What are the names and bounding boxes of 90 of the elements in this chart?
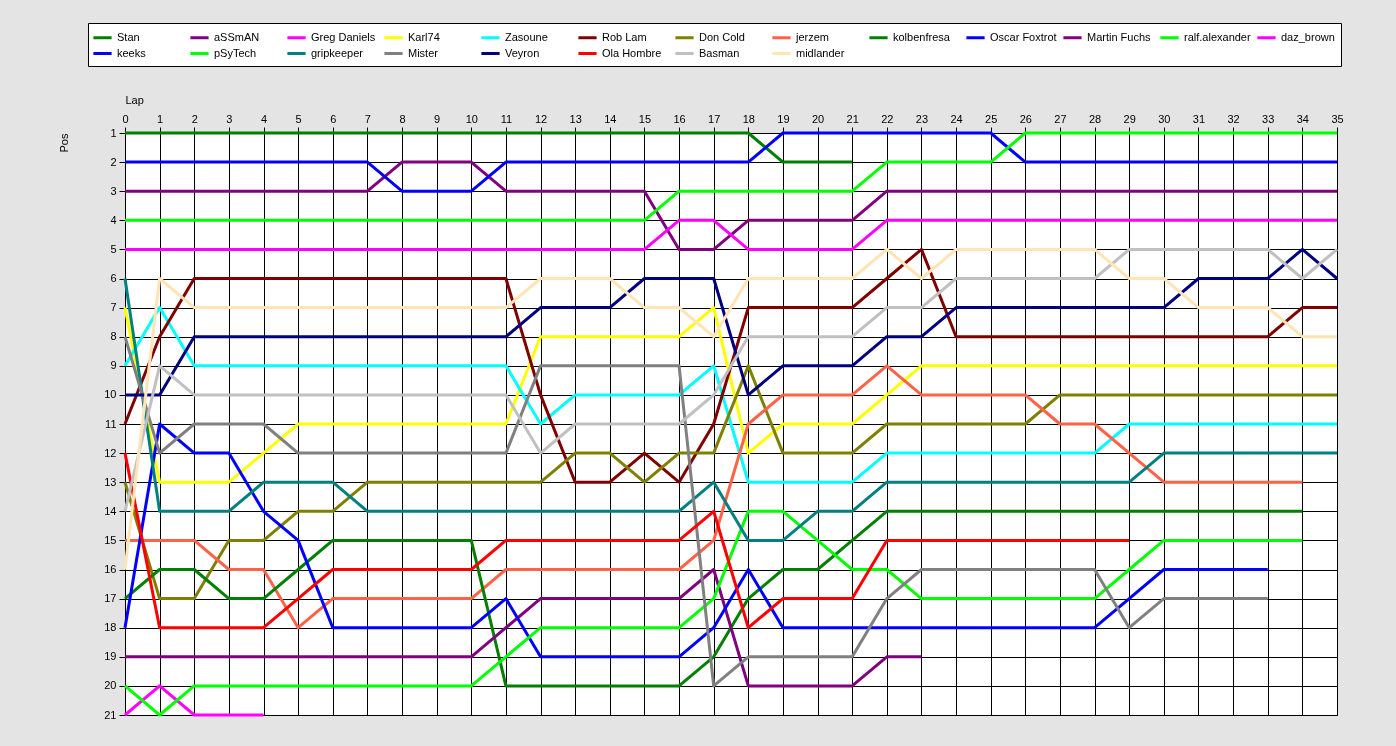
y-tick-label: 9 bbox=[110, 359, 117, 372]
x-axis-title: Lap bbox=[125, 93, 144, 106]
x-tick-label: 23 bbox=[915, 112, 929, 125]
x-tick-label: 20 bbox=[811, 112, 825, 125]
x-tick-label: 14 bbox=[604, 112, 617, 125]
line-series bbox=[123, 335, 1270, 688]
line-series bbox=[123, 451, 1131, 630]
y-tick-label: 16 bbox=[104, 563, 117, 575]
x-tick-label: 33 bbox=[1262, 112, 1275, 125]
x-tick-label: 15 bbox=[638, 112, 652, 125]
legend-label: Veyron bbox=[505, 46, 540, 59]
x-tick-label: 8 bbox=[399, 112, 406, 125]
y-tick-label: 11 bbox=[105, 417, 117, 430]
x-tick-label: 34 bbox=[1296, 112, 1309, 125]
legend-label: Mister bbox=[408, 46, 439, 59]
x-tick-label: 35 bbox=[1331, 112, 1344, 125]
legend-label: Basman bbox=[699, 46, 740, 59]
legend-label: Karl74 bbox=[408, 30, 440, 43]
legend-label: Oscar Foxtrot bbox=[990, 30, 1057, 43]
y-tick-label: 17 bbox=[104, 592, 117, 605]
x-tick-label: 9 bbox=[434, 112, 441, 125]
y-tick-label: 3 bbox=[110, 184, 117, 197]
legend-label: Don Cold bbox=[699, 30, 745, 43]
x-tick-label: 2 bbox=[191, 112, 198, 125]
legend-label: Martin Fuchs bbox=[1087, 30, 1152, 43]
x-tick-label: 10 bbox=[465, 112, 478, 125]
x-tick-label: 30 bbox=[1158, 112, 1171, 125]
line-series bbox=[123, 160, 1339, 251]
y-tick-label: 5 bbox=[110, 242, 117, 255]
x-tick-label: 22 bbox=[881, 112, 894, 125]
y-tick-label: 18 bbox=[104, 621, 117, 634]
y-tick-label: 8 bbox=[110, 330, 117, 343]
x-tick-label: 32 bbox=[1227, 112, 1240, 125]
y-tick-label: 2 bbox=[110, 155, 117, 168]
legend-label: Greg Daniels bbox=[311, 30, 376, 43]
y-tick-label: 20 bbox=[104, 679, 117, 692]
line-series bbox=[123, 247, 1339, 397]
x-tick-label: 31 bbox=[1192, 112, 1206, 125]
x-tick-label: 25 bbox=[985, 112, 998, 125]
x-tick-label: 3 bbox=[226, 112, 233, 125]
y-tick-label: 13 bbox=[104, 475, 117, 488]
x-tick-label: 4 bbox=[260, 112, 268, 125]
x-tick-label: 11 bbox=[500, 112, 513, 125]
y-tick-label: 12 bbox=[104, 446, 117, 459]
legend-label: Stan bbox=[117, 30, 140, 43]
legend-label: ralf.alexander bbox=[1184, 30, 1251, 43]
legend-label: pSyTech bbox=[214, 46, 257, 59]
legend-label: aSSmAN bbox=[214, 30, 260, 43]
line-series bbox=[123, 131, 1339, 222]
y-axis-title: Pos bbox=[58, 133, 71, 153]
x-tick-label: 0 bbox=[122, 112, 129, 125]
x-tick-label: 28 bbox=[1088, 112, 1102, 125]
line-series bbox=[123, 306, 1339, 484]
line-series bbox=[123, 277, 1339, 542]
x-tick-label: 26 bbox=[1019, 112, 1032, 125]
x-tick-label: 24 bbox=[950, 112, 963, 125]
x-tick-label: 5 bbox=[295, 112, 302, 125]
legend-label: midlander bbox=[796, 46, 845, 59]
x-tick-label: 19 bbox=[777, 112, 790, 125]
legend-label: Ola Hombre bbox=[602, 46, 662, 59]
legend-label: Zasoune bbox=[505, 30, 548, 43]
x-tick-label: 17 bbox=[708, 112, 721, 125]
legend-label: Rob Lam bbox=[602, 30, 647, 43]
y-tick-label: 21 bbox=[104, 708, 117, 721]
line-series bbox=[123, 247, 1339, 571]
y-tick-label: 19 bbox=[104, 650, 117, 663]
line-series bbox=[123, 422, 1270, 659]
legend-label: gripkeeper bbox=[311, 46, 364, 59]
x-tick-label: 1 bbox=[157, 112, 164, 125]
x-tick-label: 27 bbox=[1054, 112, 1067, 125]
x-tick-label: 6 bbox=[330, 112, 337, 125]
x-tick-label: 7 bbox=[364, 112, 371, 125]
x-tick-label: 13 bbox=[569, 112, 582, 125]
y-tick-label: 15 bbox=[104, 533, 117, 546]
y-tick-label: 6 bbox=[110, 272, 117, 284]
y-tick-label: 1 bbox=[110, 126, 117, 139]
x-tick-label: 21 bbox=[846, 112, 859, 125]
legend-label: jerzem bbox=[795, 30, 830, 43]
legend-label: daz_brown bbox=[1281, 30, 1335, 43]
x-tick-label: 29 bbox=[1123, 112, 1136, 125]
x-tick-label: 16 bbox=[673, 112, 686, 125]
x-tick-label: 12 bbox=[534, 112, 548, 125]
y-tick-label: 10 bbox=[104, 388, 117, 401]
legend-label: kolbenfresa bbox=[893, 30, 951, 43]
line-series bbox=[123, 568, 923, 688]
y-tick-label: 7 bbox=[110, 301, 117, 314]
legend-label: keeks bbox=[117, 46, 147, 59]
y-tick-label: 14 bbox=[104, 504, 117, 517]
y-tick-label: 4 bbox=[110, 213, 117, 226]
x-tick-label: 18 bbox=[742, 112, 755, 125]
